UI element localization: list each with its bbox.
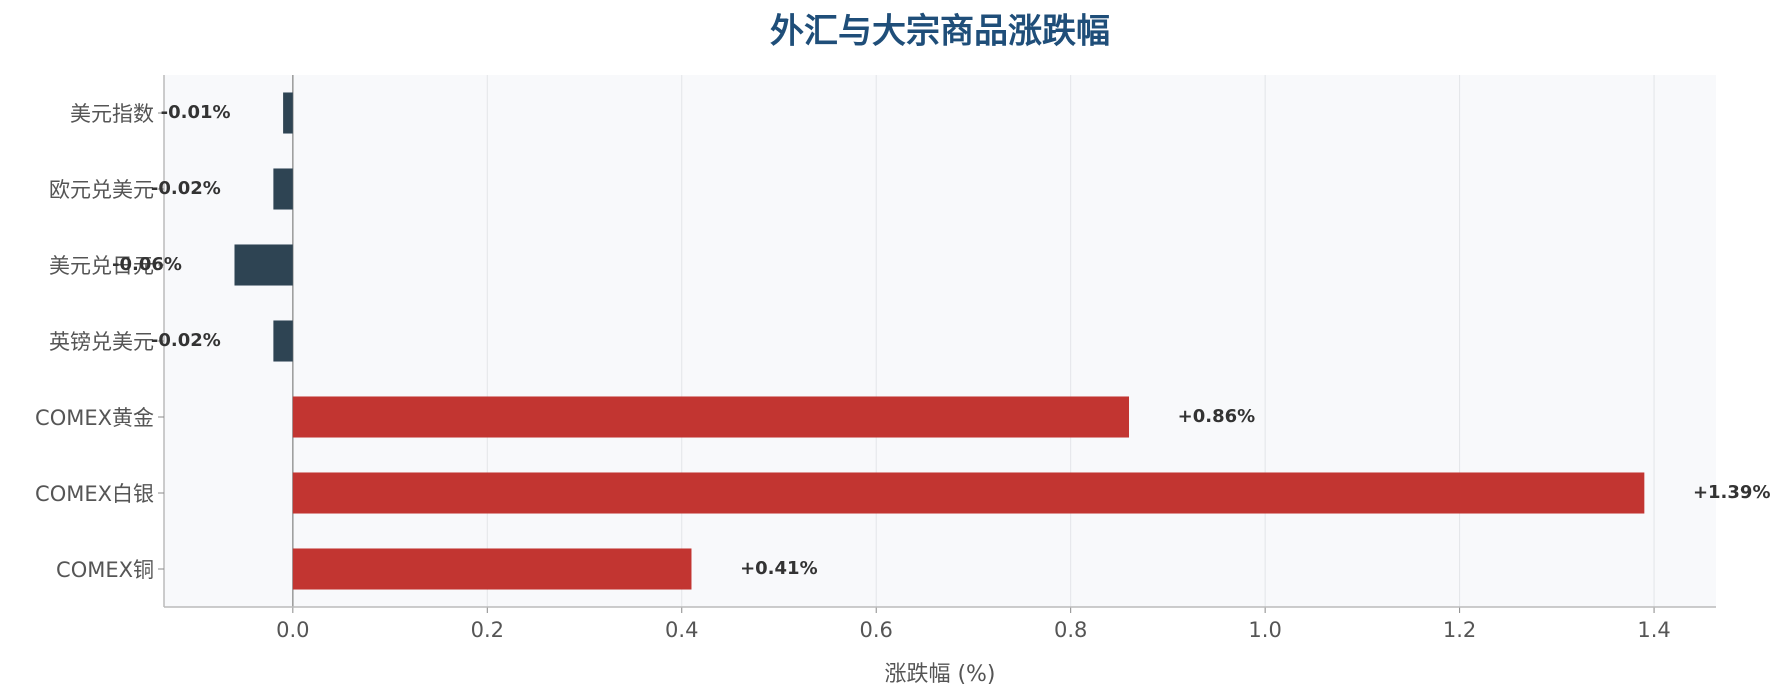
- bar: [273, 168, 293, 210]
- x-tick-label: 0.2: [471, 618, 504, 642]
- bar: [273, 320, 293, 362]
- value-label: -0.02%: [151, 178, 221, 199]
- y-tick-label: 欧元兑美元: [49, 178, 154, 202]
- x-tick-label: 1.2: [1443, 618, 1476, 642]
- value-label: +0.86%: [1178, 406, 1256, 427]
- y-tick-label: 美元指数: [70, 102, 154, 126]
- bar: [292, 472, 1645, 514]
- y-tick-label: COMEX铜: [56, 558, 154, 582]
- y-tick-label: 英镑兑美元: [49, 330, 154, 354]
- chart-title: 外汇与大宗商品涨跌幅: [770, 12, 1110, 52]
- x-tick-label: 1.4: [1637, 618, 1670, 642]
- x-tick-label: 0.6: [860, 618, 893, 642]
- x-tick-label: 0.8: [1054, 618, 1087, 642]
- value-label: -0.06%: [112, 254, 182, 275]
- y-tick-label: COMEX黄金: [35, 406, 154, 430]
- x-tick-label: 1.0: [1248, 618, 1281, 642]
- bar: [234, 244, 293, 286]
- x-tick-label: 0.0: [276, 618, 309, 642]
- y-tick-label: 美元兑日元: [49, 254, 154, 278]
- bar: [292, 548, 692, 590]
- value-label: -0.01%: [161, 102, 231, 123]
- plot-background: [164, 75, 1716, 607]
- value-label: +1.39%: [1693, 482, 1771, 503]
- bar: [292, 396, 1130, 438]
- x-axis-label: 涨跌幅 (%): [884, 662, 995, 687]
- bar: [283, 92, 293, 134]
- value-label: -0.02%: [151, 330, 221, 351]
- value-label: +0.41%: [740, 558, 818, 579]
- x-tick-label: 0.4: [665, 618, 698, 642]
- y-tick-label: COMEX白银: [35, 482, 154, 506]
